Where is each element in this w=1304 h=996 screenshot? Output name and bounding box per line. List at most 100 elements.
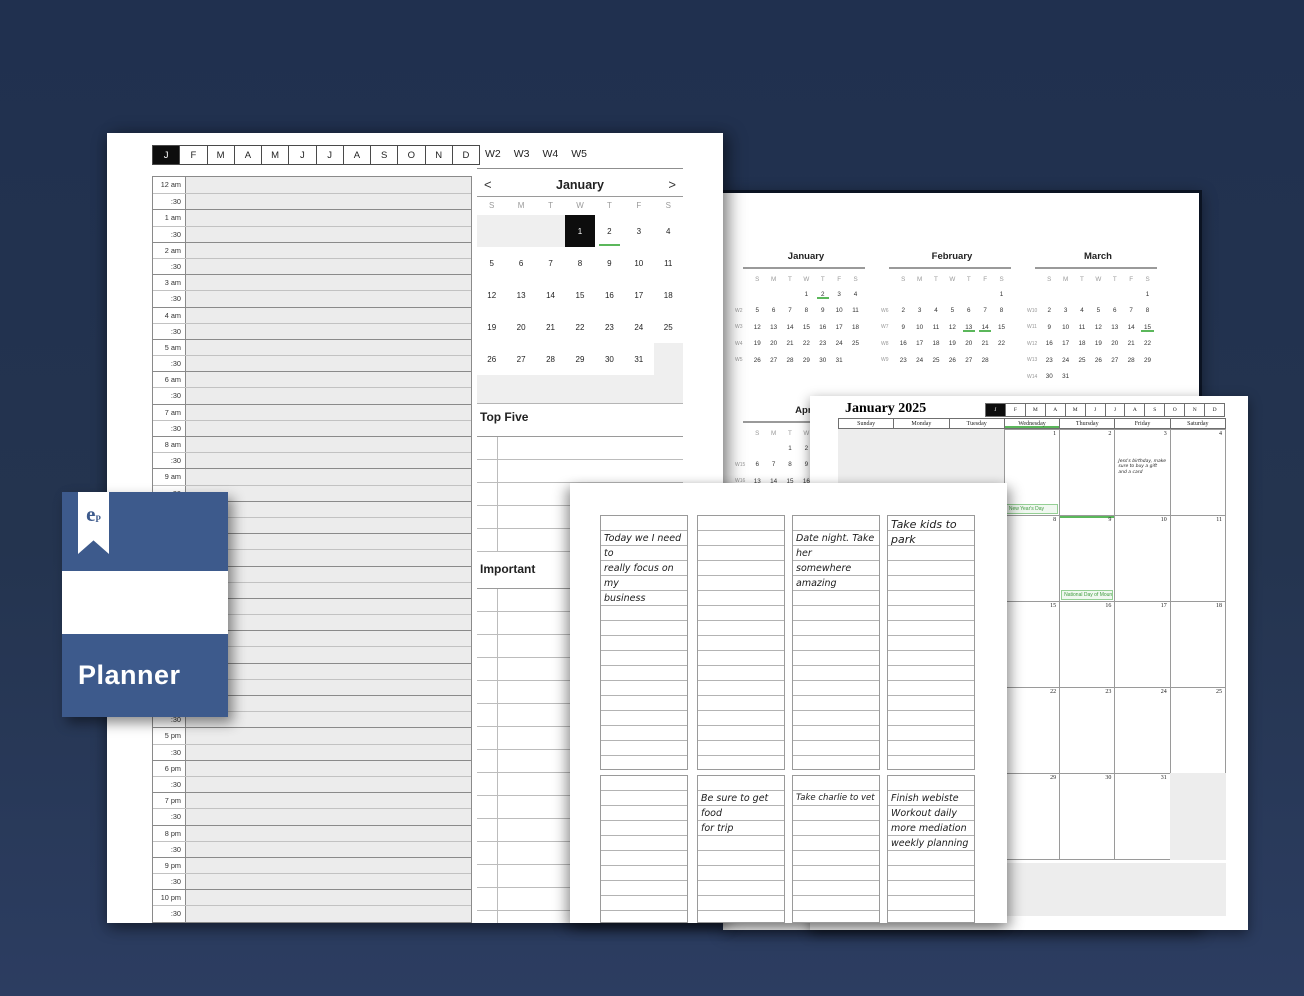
next-month-icon[interactable]: > (668, 177, 676, 192)
schedule-writing-line[interactable] (186, 291, 471, 307)
monthly-day-cell[interactable]: 9 National Day of Mourning ... (1059, 515, 1116, 602)
schedule-writing-line[interactable] (186, 258, 471, 275)
note-column[interactable] (600, 775, 688, 923)
mini-day-cell[interactable]: 10 (624, 247, 654, 279)
checkbox-cell[interactable] (477, 704, 498, 726)
mini-day-cell[interactable]: 31 (624, 343, 654, 375)
checkbox-cell[interactable] (477, 635, 498, 657)
monthly-month-tab-8[interactable]: A (1124, 403, 1146, 417)
monthly-day-cell[interactable]: 30 (1059, 773, 1116, 860)
mini-day-cell[interactable]: 21 (535, 311, 566, 343)
schedule-writing-line[interactable] (186, 469, 471, 485)
mini-day-cell[interactable]: 5 (477, 247, 507, 279)
monthly-day-cell[interactable]: 8 (1003, 515, 1061, 602)
monthly-month-tab-9[interactable]: S (1144, 403, 1166, 417)
checkbox-cell[interactable] (477, 773, 498, 795)
month-tab-1[interactable]: J (152, 145, 181, 165)
schedule-writing-line[interactable] (186, 550, 471, 566)
schedule-writing-line[interactable] (186, 372, 471, 388)
schedule-writing-line[interactable] (186, 728, 471, 744)
mini-day-cell[interactable]: 6 (506, 247, 536, 279)
monthly-month-tab-3[interactable]: M (1024, 403, 1046, 417)
schedule-writing-line[interactable] (186, 874, 471, 890)
mini-day-cell[interactable]: 1 (565, 215, 595, 247)
checkbox-cell[interactable] (477, 483, 498, 505)
schedule-writing-line[interactable] (186, 712, 471, 728)
week-tab-w3[interactable]: W3 (513, 148, 530, 160)
schedule-writing-line[interactable] (186, 679, 471, 695)
schedule-writing-line[interactable] (186, 663, 471, 679)
writing-row[interactable] (477, 460, 683, 483)
mini-day-cell[interactable]: 18 (653, 279, 683, 311)
checkbox-cell[interactable] (477, 750, 498, 772)
monthly-day-cell[interactable]: 22 (1003, 687, 1061, 774)
mini-day-cell[interactable]: 7 (535, 247, 566, 279)
schedule-writing-line[interactable] (186, 517, 471, 534)
schedule-writing-line[interactable] (186, 598, 471, 615)
schedule-writing-line[interactable] (186, 760, 471, 776)
monthly-month-tab-12[interactable]: D (1204, 403, 1226, 417)
checkbox-cell[interactable] (477, 888, 498, 910)
mini-day-cell[interactable]: 30 (594, 343, 625, 375)
checkbox-cell[interactable] (477, 681, 498, 703)
schedule-writing-line[interactable] (186, 307, 471, 323)
monthly-day-cell[interactable]: 17 (1114, 601, 1171, 688)
monthly-day-cell[interactable]: 25 (1169, 687, 1226, 774)
checkbox-cell[interactable] (477, 842, 498, 864)
checkbox-cell[interactable] (477, 796, 498, 818)
checkbox-cell[interactable] (477, 612, 498, 634)
mini-day-cell[interactable]: 26 (477, 343, 507, 375)
schedule-writing-line[interactable] (186, 485, 471, 501)
mini-day-cell[interactable]: 3 (624, 215, 654, 247)
schedule-writing-line[interactable] (186, 582, 471, 598)
monthly-month-tab-4[interactable]: A (1044, 403, 1066, 417)
schedule-writing-line[interactable] (186, 226, 471, 242)
note-column[interactable]: Take kids to park (887, 515, 975, 770)
schedule-writing-line[interactable] (186, 404, 471, 420)
month-tab-10[interactable]: O (397, 145, 426, 165)
schedule-writing-line[interactable] (186, 437, 471, 453)
monthly-month-tab-6[interactable]: J (1084, 403, 1106, 417)
checkbox-cell[interactable] (477, 911, 498, 923)
schedule-writing-line[interactable] (186, 388, 471, 404)
schedule-writing-line[interactable] (186, 453, 471, 469)
schedule-writing-line[interactable] (186, 339, 471, 356)
schedule-writing-line[interactable] (186, 275, 471, 291)
schedule-writing-line[interactable] (186, 420, 471, 436)
schedule-writing-line[interactable] (186, 177, 471, 194)
mini-day-cell[interactable]: 15 (565, 279, 595, 311)
checkbox-cell[interactable] (477, 529, 498, 551)
monthly-day-cell[interactable]: 4 (1169, 429, 1226, 516)
monthly-day-cell[interactable]: 18 (1169, 601, 1226, 688)
schedule-writing-line[interactable] (186, 501, 471, 517)
month-tab-2[interactable]: F (179, 145, 208, 165)
schedule-writing-line[interactable] (186, 744, 471, 760)
monthly-day-cell[interactable]: 31 (1114, 773, 1171, 860)
month-tab-11[interactable]: N (424, 145, 453, 165)
monthly-month-tab-1[interactable]: J (985, 403, 1006, 417)
monthly-day-cell[interactable]: 2 (1059, 429, 1116, 516)
checkbox-cell[interactable] (477, 819, 498, 841)
checkbox-cell[interactable] (477, 865, 498, 887)
schedule-writing-line[interactable] (186, 793, 471, 809)
mini-day-cell[interactable]: 28 (535, 343, 566, 375)
schedule-writing-line[interactable] (186, 242, 471, 258)
monthly-day-cell[interactable]: 23 (1059, 687, 1116, 774)
schedule-writing-line[interactable] (186, 631, 471, 647)
mini-day-cell[interactable]: 13 (506, 279, 536, 311)
note-column[interactable]: Date night. Take her somewhere amazing (792, 515, 880, 770)
schedule-writing-line[interactable] (186, 615, 471, 631)
schedule-writing-line[interactable] (186, 647, 471, 663)
week-tab-w2[interactable]: W2 (485, 148, 501, 160)
mini-day-cell[interactable]: 20 (506, 311, 536, 343)
monthly-day-cell[interactable]: 24 (1114, 687, 1171, 774)
monthly-day-cell[interactable]: 16 (1059, 601, 1116, 688)
mini-day-cell[interactable]: 22 (565, 311, 595, 343)
checkbox-cell[interactable] (477, 658, 498, 680)
mini-day-cell[interactable]: 27 (506, 343, 536, 375)
monthly-month-tab-2[interactable]: F (1004, 403, 1026, 417)
monthly-day-cell[interactable]: 10 (1114, 515, 1171, 602)
writing-row[interactable] (477, 911, 683, 923)
prev-month-icon[interactable]: < (484, 177, 492, 192)
mini-day-cell[interactable]: 14 (535, 279, 566, 311)
